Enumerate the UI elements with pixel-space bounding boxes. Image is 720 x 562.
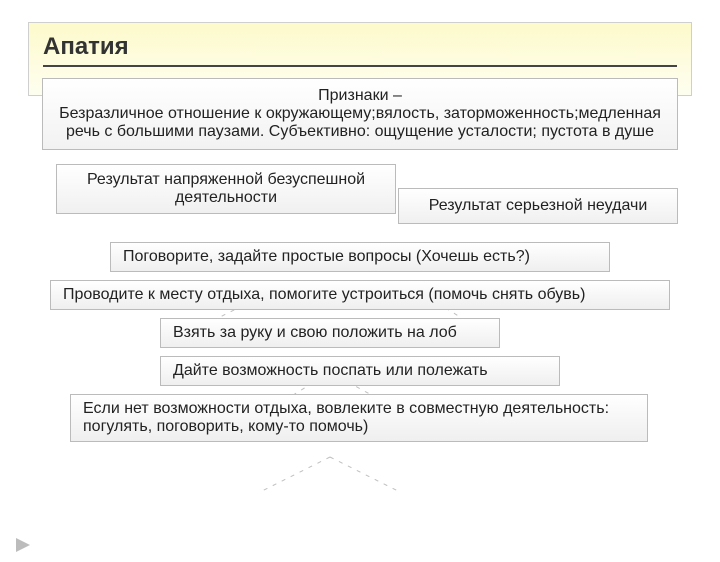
action-item: Поговорите, задайте простые вопросы (Хоч… (110, 242, 610, 272)
action-item: Дайте возможность поспать или полежать (160, 356, 560, 386)
title-underline (43, 65, 677, 67)
cause-left-box: Результат напряженной безуспешной деятел… (56, 164, 396, 214)
next-slide-icon (16, 538, 34, 552)
signs-body: Безразличное отношение к окружающему;вял… (59, 105, 661, 141)
page-title: Апатия (43, 33, 677, 61)
signs-box: Признаки – Безразличное отношение к окру… (42, 78, 678, 150)
actions-list: Поговорите, задайте простые вопросы (Хоч… (0, 242, 720, 442)
action-item: Взять за руку и свою положить на лоб (160, 318, 500, 348)
cause-right-box: Результат серьезной неудачи (398, 188, 678, 224)
action-item: Проводите к месту отдыха, помогите устро… (50, 280, 670, 310)
signs-heading: Признаки – (59, 87, 661, 105)
action-item: Если нет возможности отдыха, вовлеките в… (70, 394, 648, 442)
causes-row: Результат напряженной безуспешной деятел… (42, 164, 678, 224)
